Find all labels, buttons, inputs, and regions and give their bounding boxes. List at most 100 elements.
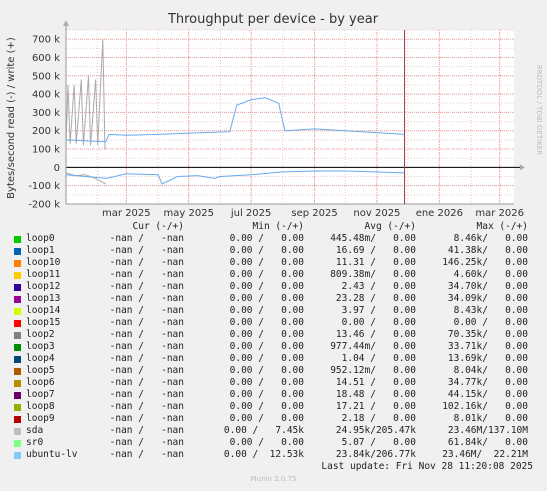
legend-max: 8.43k/ 0.00 xyxy=(453,305,528,316)
chart-title: Throughput per device - by year xyxy=(167,12,379,27)
legend-name: loop5 xyxy=(26,365,55,376)
legend-row-loop0: loop0 -nan / -nan 0.00 / 0.00 445.48m/ 0.00… xyxy=(14,233,544,245)
legend-min: 0.00 / 0.00 xyxy=(229,233,304,244)
legend-avg: 11.31 / 0.00 xyxy=(335,257,416,268)
legend-name: loop1 xyxy=(26,245,55,256)
legend-name: ubuntu-lv xyxy=(26,449,78,460)
legend-avg: 2.43 / 0.00 xyxy=(341,281,416,292)
legend-swatch xyxy=(14,344,21,351)
legend-min: 0.00 / 0.00 xyxy=(229,401,304,412)
legend-max: 4.60k/ 0.00 xyxy=(453,269,528,280)
legend-min: 0.00 / 0.00 xyxy=(229,329,304,340)
legend-swatch xyxy=(14,296,21,303)
legend-swatch xyxy=(14,404,21,411)
legend-cur: -nan / -nan xyxy=(109,365,184,376)
legend-avg: 0.00 / 0.00 xyxy=(341,317,416,328)
series-lines xyxy=(65,39,405,185)
legend-cur: -nan / -nan xyxy=(109,329,184,340)
legend-avg: 952.12m/ 0.00 xyxy=(330,365,416,376)
legend-min: 0.00 / 7.45k xyxy=(223,425,304,436)
legend-avg: 2.18 / 0.00 xyxy=(341,413,416,424)
y-axis-ticks: -200 k -100 k 0 100 k 200 k 300 k 400 k 500 k 60… xyxy=(28,35,60,211)
legend-min: 0.00 / 0.00 xyxy=(229,437,304,448)
header-avg: Avg (-/+) xyxy=(364,221,416,232)
last-update: Last update: Fri Nov 28 11:20:08 2025 xyxy=(321,461,533,472)
legend-min: 0.00 / 0.00 xyxy=(229,413,304,424)
legend-min: 0.00 / 0.00 xyxy=(229,365,304,376)
legend-swatch xyxy=(14,440,21,447)
x-tick-label: may 2025 xyxy=(164,208,214,219)
legend-avg: 5.07 / 0.00 xyxy=(341,437,416,448)
y-tick-label: 100 k xyxy=(32,145,60,156)
legend-cur: -nan / -nan xyxy=(109,317,184,328)
x-tick-label: mar 2025 xyxy=(102,208,151,219)
y-tick-label: 400 k xyxy=(32,90,60,101)
legend-swatch xyxy=(14,428,21,435)
munin-version: Munin 2.0.75 xyxy=(250,475,297,483)
y-tick-label: 200 k xyxy=(32,126,60,137)
legend-name: loop3 xyxy=(26,341,55,352)
legend-min: 0.00 / 0.00 xyxy=(229,317,304,328)
legend-cur: -nan / -nan xyxy=(109,293,184,304)
legend-avg: 809.38m/ 0.00 xyxy=(330,269,416,280)
legend-row-loop9: loop9 -nan / -nan 0.00 / 0.00 2.18 / 0.00 8.… xyxy=(14,413,544,425)
legend-max: 70.35k/ 0.00 xyxy=(447,329,528,340)
legend-max: 41.38k/ 0.00 xyxy=(447,245,528,256)
legend-max: 8.46k/ 0.00 xyxy=(453,233,528,244)
x-tick-label: mar 2026 xyxy=(475,208,524,219)
legend-min: 0.00 / 12.53k xyxy=(223,449,304,460)
series-ubuntu-lv-write xyxy=(65,97,405,143)
x-axis-ticks: mar 2025 may 2025 jul 2025 sep 2025 nov 2025… xyxy=(102,208,524,219)
legend-row-sr0: sr0 -nan / -nan 0.00 / 0.00 5.07 / 0.00 61.8… xyxy=(14,437,544,449)
x-tick-label: nov 2025 xyxy=(353,208,400,219)
legend-avg: 16.69 / 0.00 xyxy=(335,245,416,256)
legend-cur: -nan / -nan xyxy=(109,437,184,448)
legend-min: 0.00 / 0.00 xyxy=(229,305,304,316)
legend-cur: -nan / -nan xyxy=(109,389,184,400)
legend-swatch xyxy=(14,332,21,339)
legend-row-sda: sda -nan / -nan 0.00 / 7.45k 24.95k/205.47k… xyxy=(14,425,544,437)
legend-swatch xyxy=(14,380,21,387)
header-cur: Cur (-/+) xyxy=(132,221,184,232)
legend-min: 0.00 / 0.00 xyxy=(229,377,304,388)
legend-avg: 24.95k/205.47k xyxy=(335,425,416,436)
y-axis-arrow xyxy=(63,20,69,26)
legend-name: loop8 xyxy=(26,401,55,412)
legend-max: 33.71k/ 0.00 xyxy=(447,341,528,352)
legend-row-loop7: loop7 -nan / -nan 0.00 / 0.00 18.48 / 0.00 4… xyxy=(14,389,544,401)
legend-name: loop12 xyxy=(26,281,61,292)
y-axis-label: Bytes/second read (-) / write (+) xyxy=(6,37,17,199)
legend-max: 23.46M/137.10M xyxy=(447,425,528,436)
header-max: Max (-/+) xyxy=(476,221,528,232)
legend-avg: 23.84k/206.77k xyxy=(335,449,416,460)
legend-max: 8.01k/ 0.00 xyxy=(453,413,528,424)
x-tick-label: jul 2025 xyxy=(230,208,272,219)
legend-max: 8.04k/ 0.00 xyxy=(453,365,528,376)
legend-max: 102.16k/ 0.00 xyxy=(442,401,528,412)
legend-row-loop15: loop15 -nan / -nan 0.00 / 0.00 0.00 / 0.00 0… xyxy=(14,317,544,329)
legend-avg: 13.46 / 0.00 xyxy=(335,329,416,340)
x-tick-label: ene 2026 xyxy=(416,208,463,219)
legend-max: 0.00 / 0.00 xyxy=(453,317,528,328)
legend-swatch xyxy=(14,284,21,291)
legend-cur: -nan / -nan xyxy=(109,269,184,280)
rrdtool-credit: RRDTOOL / TOBI OETIKER xyxy=(535,65,543,155)
legend-name: loop14 xyxy=(26,305,61,316)
legend-max: 61.84k/ 0.00 xyxy=(447,437,528,448)
legend-name: loop2 xyxy=(26,329,55,340)
legend-name: loop4 xyxy=(26,353,55,364)
legend-row-ubuntu-lv: ubuntu-lv -nan / -nan 0.00 / 12.53k 23.84k/… xyxy=(14,449,544,461)
legend-max: 44.15k/ 0.00 xyxy=(447,389,528,400)
chart-area: Throughput per device - by year Bytes/se… xyxy=(6,12,543,219)
legend-cur: -nan / -nan xyxy=(109,401,184,412)
legend-cur: -nan / -nan xyxy=(109,245,184,256)
legend-max: 146.25k/ 0.00 xyxy=(442,257,528,268)
legend-rows: loop0 -nan / -nan 0.00 / 0.00 445.48m/ 0.00… xyxy=(14,233,544,461)
legend-name: loop13 xyxy=(26,293,61,304)
legend-swatch xyxy=(14,272,21,279)
legend-avg: 23.28 / 0.00 xyxy=(335,293,416,304)
legend-row-loop8: loop8 -nan / -nan 0.00 / 0.00 17.21 / 0.00 1… xyxy=(14,401,544,413)
legend-cur: -nan / -nan xyxy=(109,377,184,388)
legend-swatch xyxy=(14,248,21,255)
y-tick-label: 600 k xyxy=(32,53,60,64)
